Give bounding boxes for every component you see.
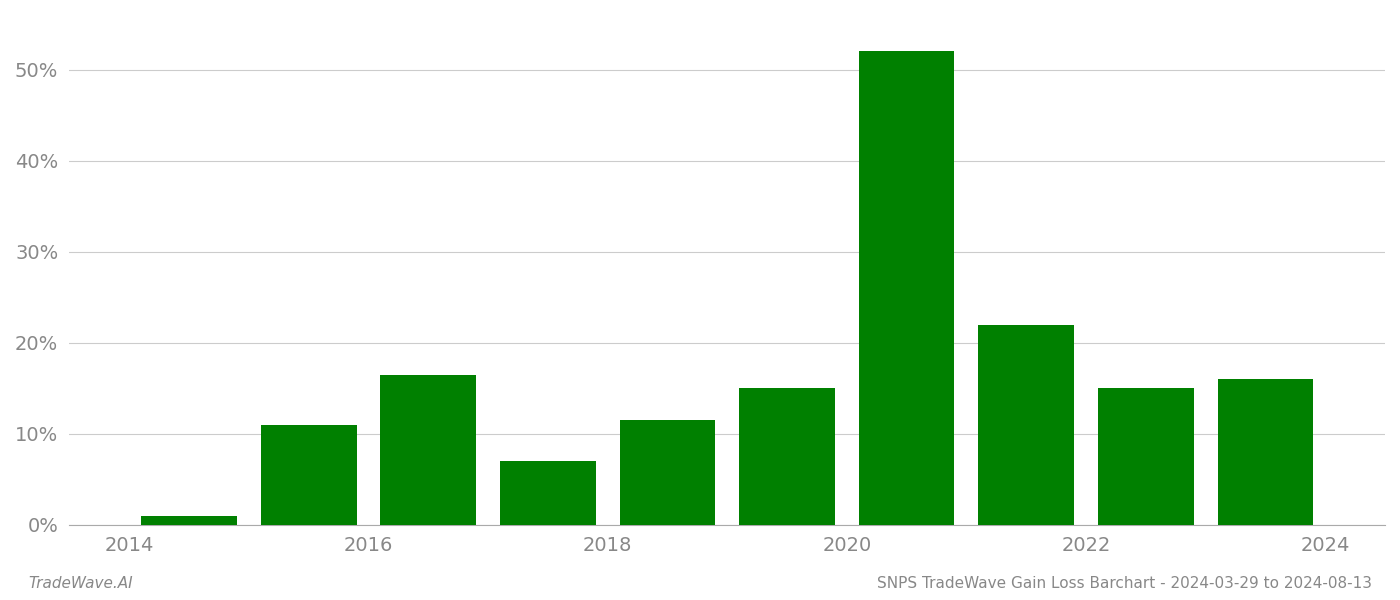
Bar bbox=[141, 516, 237, 525]
Bar bbox=[500, 461, 595, 525]
Bar bbox=[620, 420, 715, 525]
Bar bbox=[260, 425, 357, 525]
Bar bbox=[739, 388, 834, 525]
Text: SNPS TradeWave Gain Loss Barchart - 2024-03-29 to 2024-08-13: SNPS TradeWave Gain Loss Barchart - 2024… bbox=[876, 576, 1372, 591]
Bar bbox=[381, 374, 476, 525]
Text: TradeWave.AI: TradeWave.AI bbox=[28, 576, 133, 591]
Bar bbox=[1098, 388, 1194, 525]
Bar bbox=[858, 52, 955, 525]
Bar bbox=[1218, 379, 1313, 525]
Bar bbox=[979, 325, 1074, 525]
